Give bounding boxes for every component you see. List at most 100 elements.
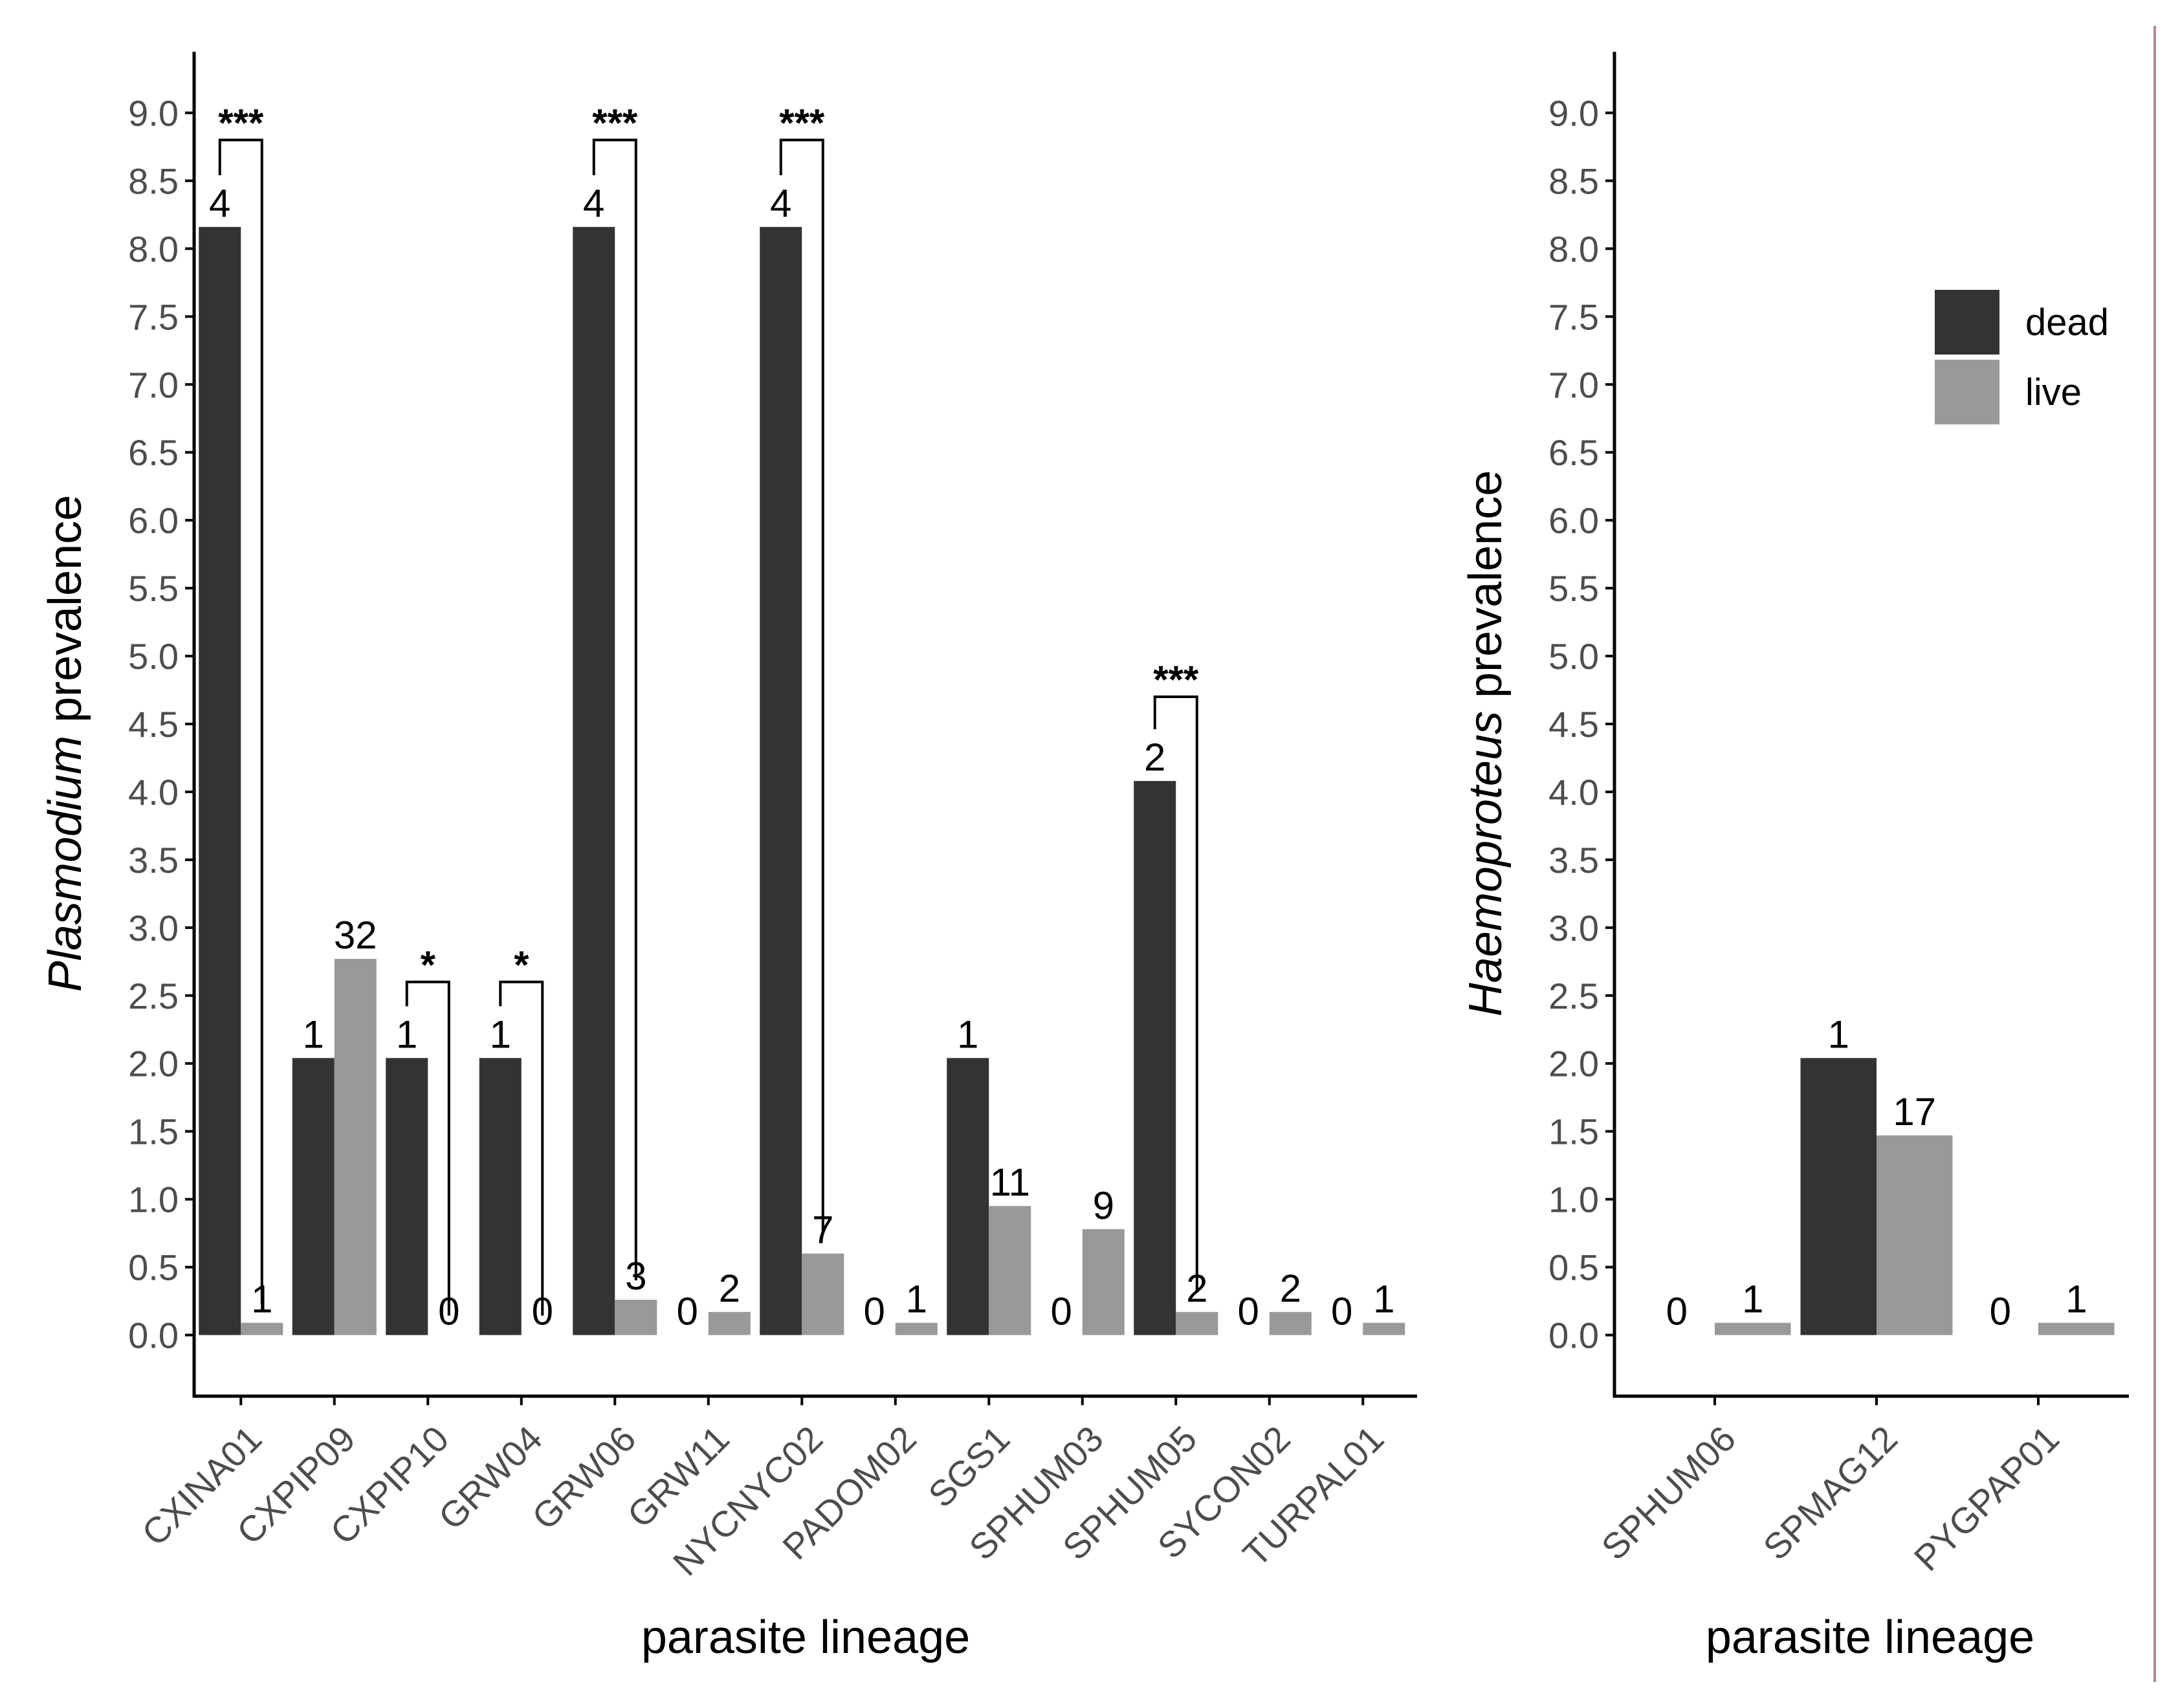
y-axis-title-italic: Plasmodium [39, 736, 91, 992]
y-tick-label: 1.0 [1548, 1179, 1599, 1220]
legend-key-dead [1935, 290, 1999, 355]
y-tick-label: 5.0 [128, 636, 179, 677]
y-axis-title-italic: Haemoproteus [1460, 711, 1512, 1016]
bar-live [241, 1322, 283, 1335]
significance-bracket [499, 980, 544, 1316]
legend: dead live [1935, 290, 2109, 424]
bar-label-dead: 0 [677, 1290, 698, 1333]
y-axis-title: Plasmodium prevalence [39, 495, 91, 992]
bar-label-live: 2 [1280, 1267, 1301, 1310]
x-axis-title: parasite lineage [641, 1612, 970, 1663]
haemoproteus-panel: 0.0 0.5 1.0 1.5 2.0 2.5 3.0 3.5 4.0 4.5 5.0 5.5 6.0 6… [1460, 52, 2129, 1663]
bar-label-live: 1 [1373, 1278, 1394, 1321]
y-tick-label: 3.0 [128, 908, 179, 948]
y-tick-label: 1.5 [1548, 1111, 1599, 1152]
y-tick-label: 8.5 [128, 160, 179, 201]
x-category-label: PYGPAP01 [1906, 1418, 2067, 1579]
significance-bracket [218, 138, 263, 1304]
bar-label-live: 1 [1742, 1278, 1763, 1321]
bar-dead [573, 226, 615, 1335]
bar-dead [947, 1058, 989, 1335]
y-tick-label: 6.0 [128, 500, 179, 541]
bar-label-live: 9 [1093, 1184, 1114, 1227]
bar-dead [760, 226, 802, 1335]
y-tick-label: 4.0 [1548, 772, 1599, 813]
significance-stars: *** [779, 101, 825, 144]
bar-live [989, 1206, 1031, 1335]
y-tick-label: 7.0 [1548, 364, 1599, 405]
bar-label-dead: 1 [396, 1013, 417, 1056]
bar-dead [1134, 781, 1176, 1335]
y-tick-label: 4.5 [128, 704, 179, 745]
y-tick-label: 0.5 [128, 1247, 179, 1288]
y-tick-label: 4.5 [1548, 704, 1599, 745]
bar-label-dead: 0 [1238, 1290, 1259, 1333]
y-tick-label: 0.5 [1548, 1247, 1599, 1288]
plasmodium-panel: 0.0 0.5 1.0 1.5 2.0 2.5 3.0 3.5 4.0 4.5 5.0 5.5 6.0 6… [39, 52, 1417, 1663]
significance-stars: * [514, 943, 529, 987]
bar-live [334, 959, 377, 1335]
y-tick-label: 1.5 [128, 1111, 179, 1152]
bar-dead [292, 1058, 335, 1335]
y-tick-label: 6.5 [128, 432, 179, 473]
bar-dead [1800, 1058, 1877, 1335]
bar-label-dead: 0 [1051, 1290, 1072, 1333]
legend-label-live: live [2025, 371, 2082, 413]
y-tick-label: 2.0 [128, 1044, 179, 1084]
significance-stars: *** [592, 101, 638, 144]
bar-label-dead: 0 [1331, 1290, 1352, 1333]
y-tick-label: 2.5 [1548, 976, 1599, 1016]
y-tick-label: 3.0 [1548, 908, 1599, 948]
x-category-label: SPHUM06 [1594, 1418, 1744, 1568]
x-axis-title: parasite lineage [1706, 1612, 2034, 1663]
y-tick-label: 6.5 [1548, 432, 1599, 473]
y-tick-label: 1.0 [128, 1179, 179, 1220]
bar-dead [386, 1058, 428, 1335]
significance-bracket [779, 138, 824, 1234]
bar-label-live: 11 [990, 1161, 1030, 1204]
bar-label-dead: 1 [490, 1013, 511, 1056]
bar-label-dead: 2 [1144, 736, 1165, 779]
bar-live [1715, 1322, 1791, 1335]
y-tick-label: 0.0 [1548, 1315, 1599, 1356]
y-tick-label: 3.5 [1548, 840, 1599, 881]
significance-stars: *** [218, 101, 264, 144]
bar-live [1877, 1135, 1953, 1335]
bar-label-dead: 0 [864, 1290, 885, 1333]
legend-key-live [1935, 360, 1999, 424]
y-tick-label: 8.5 [1548, 160, 1599, 201]
x-category-label: SPMAG12 [1756, 1418, 1906, 1568]
bar-label-live: 17 [1893, 1090, 1936, 1133]
x-category-label: GRW06 [524, 1418, 644, 1538]
y-tick-label: 7.0 [128, 364, 179, 405]
bar-live [1176, 1311, 1218, 1335]
bar-live [2038, 1322, 2115, 1335]
bar-live [615, 1299, 657, 1335]
bar-live [1269, 1311, 1312, 1335]
legend-label-dead: dead [2025, 301, 2109, 344]
bar-dead [199, 226, 241, 1335]
y-tick-label: 8.0 [128, 228, 179, 269]
bar-live [708, 1311, 751, 1335]
y-tick-label: 8.0 [1548, 228, 1599, 269]
bar-label-live: 1 [2065, 1278, 2087, 1321]
y-tick-label: 2.0 [1548, 1044, 1599, 1084]
y-tick-label: 6.0 [1548, 500, 1599, 541]
y-tick-label: 3.5 [128, 840, 179, 881]
y-tick-label: 5.0 [1548, 636, 1599, 677]
bar-label-dead: 1 [303, 1013, 324, 1056]
significance-stars: *** [1153, 658, 1199, 701]
y-tick-label: 4.0 [128, 772, 179, 813]
bar-live [1363, 1322, 1405, 1335]
y-tick-label: 5.5 [128, 568, 179, 609]
bar-label-dead: 0 [1666, 1290, 1688, 1333]
y-axis-title-rest: prevalence [39, 495, 91, 736]
y-tick-label: 2.5 [128, 976, 179, 1016]
bar-label-dead: 0 [1990, 1290, 2011, 1333]
bar-label-dead: 1 [1828, 1013, 1849, 1056]
bar-label-dead: 4 [583, 182, 604, 225]
y-tick-label: 9.0 [1548, 93, 1599, 133]
y-tick-label: 7.5 [1548, 296, 1599, 337]
y-axis-title-rest: prevalence [1460, 470, 1512, 711]
